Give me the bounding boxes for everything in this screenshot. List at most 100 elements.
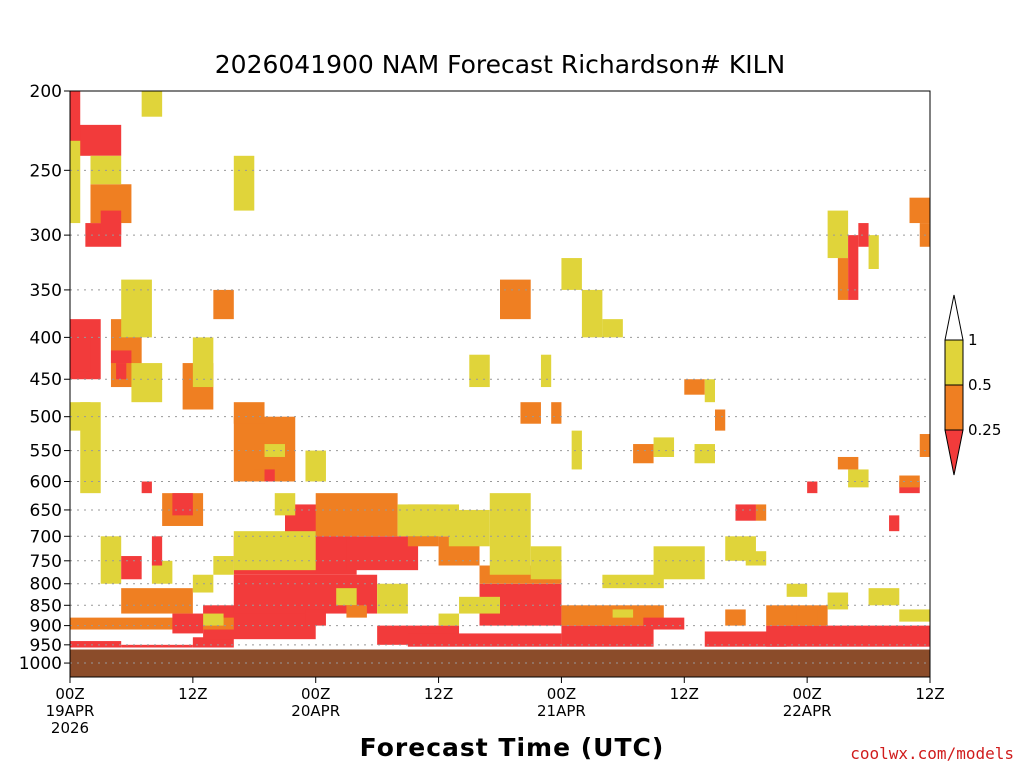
ri-cell-39 (530, 546, 562, 580)
ri-cell-85 (203, 613, 224, 626)
ri-cell-35 (233, 531, 316, 571)
ri-cell-55 (121, 279, 152, 338)
ri-cell-53 (868, 235, 879, 269)
ytick-label-450: 450 (30, 370, 62, 390)
heatmap-cells (70, 91, 930, 656)
ri-cell-43 (141, 91, 163, 117)
ri-cell-71 (110, 350, 132, 364)
ri-cell-97 (694, 444, 715, 464)
ri-cell-7 (346, 536, 419, 571)
ri-cell-69 (100, 210, 122, 236)
ri-cell-59 (151, 560, 173, 584)
ytick-label-800: 800 (30, 575, 62, 595)
ri-cell-54 (848, 469, 869, 488)
ri-cell-100 (807, 481, 818, 494)
legend-swatch-orange (944, 384, 964, 431)
ri-cell-92 (633, 444, 654, 464)
ri-cell-18 (121, 588, 193, 614)
ytick-label-600: 600 (30, 472, 62, 492)
ri-cell-56 (70, 140, 81, 224)
ground-fill (70, 648, 930, 677)
legend-swatch-red (944, 429, 964, 476)
ri-cell-37 (448, 509, 490, 547)
ri-cell-98 (735, 504, 756, 521)
xtick-label-6-0: 00Z (792, 685, 821, 703)
ri-cell-110 (796, 609, 818, 626)
ri-cell-29 (909, 197, 930, 224)
ri-cell-51 (745, 551, 767, 566)
ground-layer (70, 647, 930, 677)
ri-cell-11 (561, 625, 654, 647)
ytick-label-850: 850 (30, 596, 62, 616)
ri-cell-63 (438, 613, 460, 626)
ri-cell-111 (725, 609, 746, 626)
ri-cell-60 (377, 583, 408, 614)
ri-cell-90 (602, 319, 623, 338)
ri-cell-107 (899, 475, 920, 488)
ri-cell-79 (264, 469, 275, 482)
ytick-label-300: 300 (30, 226, 62, 246)
xtick-label-7-0: 12Z (915, 685, 944, 703)
legend-label-0: 1 (968, 331, 978, 349)
ri-cell-64 (786, 583, 808, 597)
ri-cell-38 (489, 493, 531, 575)
ri-cell-113 (305, 609, 326, 626)
xtick-label-4-0: 00Z (547, 685, 576, 703)
ri-cell-101 (848, 235, 859, 300)
ri-cell-84 (274, 493, 296, 516)
plot-frame (69, 90, 931, 678)
ytick-label-1000: 1000 (19, 654, 62, 674)
xtick-label-0-1: 19APR (46, 702, 95, 720)
ytick-label-700: 700 (30, 527, 62, 547)
legend-swatch-white (944, 294, 964, 341)
ri-cell-50 (469, 354, 490, 388)
ri-cell-66 (868, 588, 900, 606)
ri-cell-105 (889, 515, 900, 532)
ri-cell-9 (407, 633, 562, 647)
ri-cell-62 (459, 596, 500, 614)
ri-cell-47 (561, 258, 582, 290)
ytick-label-750: 750 (30, 552, 62, 572)
legend-label-1: 0.5 (968, 376, 992, 394)
ri-cell-72 (116, 363, 127, 380)
ri-cell-48 (581, 289, 603, 338)
ytick-label-550: 550 (30, 442, 62, 462)
ri-cell-87 (520, 402, 541, 424)
ri-cell-61 (336, 588, 357, 606)
ri-cell-82 (213, 556, 234, 575)
ri-cell-104 (837, 456, 859, 470)
ri-cell-74 (172, 493, 193, 516)
ytick-label-400: 400 (30, 328, 62, 348)
colorbar-legend: 1 0.5 0.25 (944, 294, 1001, 476)
ri-cell-93 (684, 379, 705, 395)
ri-cell-86 (172, 613, 204, 634)
ri-cell-88 (551, 402, 562, 424)
ri-cell-77 (233, 402, 265, 424)
xtick-label-0-0: 00Z (55, 685, 84, 703)
ri-cell-112 (643, 617, 685, 630)
ri-cell-31 (213, 289, 234, 320)
chart-title: 2026041900 NAM Forecast Richardson# KILN (214, 50, 786, 79)
legend-swatch-yellow (944, 339, 964, 386)
ri-cell-34 (192, 337, 214, 388)
ri-cell-76 (151, 536, 163, 566)
ri-cell-65 (827, 592, 849, 610)
x-axis-title: Forecast Time (UTC) (359, 733, 665, 762)
y-axis-ticks: 200 250 300 350 400 450 500 550 600 650 700 750 8008… (19, 82, 70, 674)
credit-link[interactable]: coolwx.com/models (850, 744, 1014, 763)
ytick-label-950: 950 (30, 636, 62, 656)
ri-cell-52 (827, 210, 849, 259)
ri-cell-103 (858, 223, 869, 247)
ytick-label-500: 500 (30, 408, 62, 428)
xtick-label-1-0: 12Z (178, 685, 207, 703)
ri-cell-58 (100, 536, 122, 584)
ri-cell-95 (715, 409, 726, 431)
ri-cell-44 (233, 155, 255, 211)
ytick-label-900: 900 (30, 617, 62, 637)
ytick-label-200: 200 (30, 82, 62, 102)
ri-cell-109 (919, 434, 930, 457)
ri-cell-22 (315, 493, 398, 537)
legend-label-2: 0.25 (968, 421, 1001, 439)
ri-cell-96 (653, 437, 675, 457)
